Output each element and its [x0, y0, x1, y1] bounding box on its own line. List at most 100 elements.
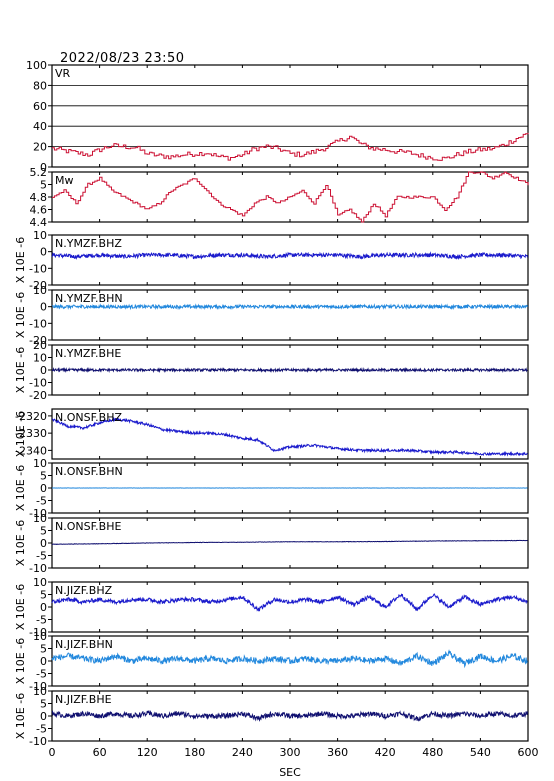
- y-tick-label: 0: [40, 161, 47, 174]
- y-tick-label: -5: [36, 614, 47, 627]
- chart-panel-2: 4.44.64.855.2 Mw: [30, 166, 529, 229]
- y-tick-label: 0: [40, 601, 47, 614]
- panel-title: N.ONSF.BHN: [55, 465, 123, 478]
- y-axis-label: X 10E -6: [14, 347, 27, 393]
- y-tick-label: -2320: [15, 410, 47, 423]
- x-tick-label: 120: [137, 746, 158, 759]
- y-axis-label: X 10E -6: [14, 638, 27, 684]
- y-tick-label: 5: [40, 643, 47, 656]
- series-line: [51, 251, 528, 261]
- panel-title: Mw: [55, 174, 74, 187]
- y-tick-label: 10: [33, 512, 47, 525]
- y-tick-label: 4.4: [30, 216, 48, 229]
- y-tick-label: 20: [33, 141, 47, 154]
- y-tick-label: 10: [33, 284, 47, 297]
- y-tick-label: 5: [40, 179, 47, 192]
- y-tick-label: -5: [36, 723, 47, 736]
- y-tick-label: -10: [29, 735, 47, 748]
- x-tick-label: 420: [375, 746, 396, 759]
- y-tick-label: 4.6: [30, 204, 48, 217]
- y-tick-label: -10: [29, 680, 47, 693]
- y-axis-label: X 10E -6: [14, 693, 27, 739]
- y-tick-label: -2330: [15, 427, 47, 440]
- y-tick-label: -20: [29, 279, 47, 292]
- x-tick-label: 480: [422, 746, 443, 759]
- y-tick-label: 0: [40, 537, 47, 550]
- y-tick-label: -5: [36, 550, 47, 563]
- x-tick-label: 240: [232, 746, 253, 759]
- panel-title: N.JIZF.BHE: [55, 693, 112, 706]
- panel-title: N.YMZF.BHE: [55, 347, 121, 360]
- y-tick-label: 0: [40, 482, 47, 495]
- x-tick-label: 540: [470, 746, 491, 759]
- y-tick-label: -5: [36, 668, 47, 681]
- y-axis-label: X 10E -6: [14, 465, 27, 511]
- series-line: [51, 649, 528, 669]
- y-tick-label: 40: [33, 120, 47, 133]
- series-line: [51, 709, 528, 722]
- y-tick-label: 10: [33, 685, 47, 698]
- y-tick-label: 10: [33, 229, 47, 242]
- y-tick-label: 100: [26, 59, 47, 72]
- y-tick-label: -2340: [15, 444, 47, 457]
- panel-frame: [51, 581, 529, 633]
- x-tick-label: 60: [93, 746, 107, 759]
- y-tick-label: -10: [29, 317, 47, 330]
- chart-panel-3: -20 -10 0 10 X 10E -6 N.YMZF.BHZ: [14, 229, 529, 292]
- panel-title: N.ONSF.BHE: [55, 520, 121, 533]
- y-tick-label: 0: [40, 364, 47, 377]
- x-tick-label: 300: [280, 746, 301, 759]
- chart-panels: 020406080100VR4.44.64.855.2Mw-20-10010X …: [14, 59, 539, 759]
- series-line: [51, 303, 528, 311]
- y-tick-label: -10: [29, 377, 47, 390]
- chart-panel-4: -20 -10 0 10 X 10E -6 N.YMZF.BHN: [14, 284, 529, 347]
- y-tick-label: 4.8: [30, 191, 48, 204]
- y-tick-label: 10: [33, 352, 47, 365]
- x-tick-label: 600: [518, 746, 539, 759]
- y-axis-label: X 10E -6: [14, 520, 27, 566]
- series-line: [51, 593, 528, 612]
- y-tick-label: -5: [36, 495, 47, 508]
- y-axis-label: X 10E -6: [14, 411, 27, 457]
- panel-title: N.JIZF.BHN: [55, 638, 113, 651]
- y-tick-label: 5: [40, 525, 47, 538]
- x-tick-label: 360: [327, 746, 348, 759]
- y-tick-label: -10: [29, 262, 47, 275]
- panel-title: VR: [55, 67, 71, 80]
- chart-panel-1: 0 20 40 60 80 100 VR: [26, 59, 529, 174]
- y-tick-label: -20: [29, 334, 47, 347]
- y-tick-label: 0: [40, 655, 47, 668]
- y-tick-label: 20: [33, 339, 47, 352]
- y-axis-label: X 10E -6: [14, 237, 27, 283]
- y-tick-label: 0: [40, 710, 47, 723]
- y-tick-label: -10: [29, 507, 47, 520]
- panel-title: N.ONSF.BHZ: [55, 411, 122, 424]
- y-tick-label: 5.2: [30, 166, 48, 179]
- y-tick-label: 0: [40, 246, 47, 259]
- panel-frame: [51, 289, 529, 341]
- y-tick-label: -20: [29, 389, 47, 402]
- y-tick-label: 0: [40, 301, 47, 314]
- series-line: [52, 132, 529, 161]
- panel-frame: [51, 234, 529, 286]
- panel-title: N.YMZF.BHN: [55, 292, 123, 305]
- series-line: [51, 366, 528, 374]
- series-line: [51, 416, 528, 457]
- y-tick-label: 5: [40, 589, 47, 602]
- y-tick-label: 10: [33, 630, 47, 643]
- x-axis-label: SEC: [279, 766, 301, 779]
- y-tick-label: -10: [29, 562, 47, 575]
- series-line: [51, 539, 528, 545]
- y-axis-label: X 10E -6: [14, 292, 27, 338]
- y-tick-label: 5: [40, 470, 47, 483]
- x-tick-label: 0: [49, 746, 56, 759]
- y-tick-label: 80: [33, 79, 47, 92]
